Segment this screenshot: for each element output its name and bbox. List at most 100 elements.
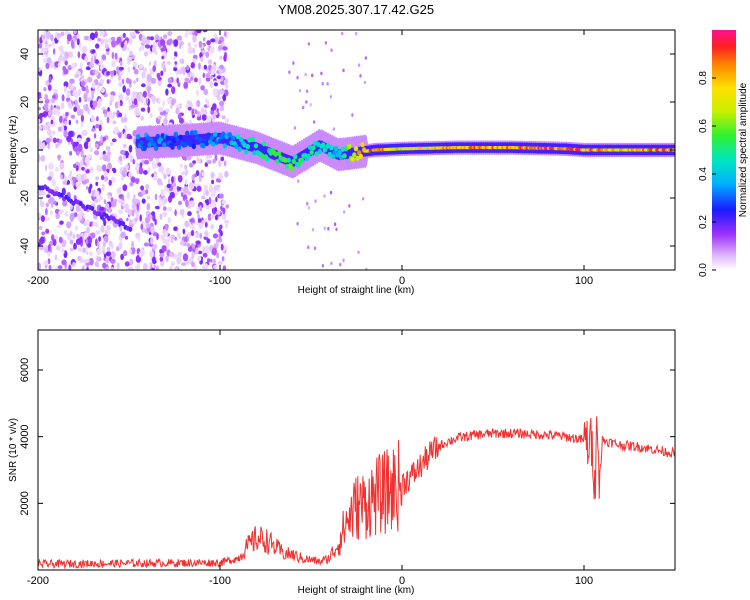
spectrogram-noise-cell <box>135 178 140 185</box>
spectrogram-noise-cell <box>40 215 46 223</box>
spectrogram-noise-cell <box>53 48 56 55</box>
spectrogram-noise-cell <box>45 228 50 234</box>
spectrogram-noise-cell <box>170 239 174 243</box>
spectrogram-noise-cell <box>116 262 120 270</box>
spectrogram-noise-cell <box>91 116 96 123</box>
spectrogram-noise-cell <box>49 210 53 216</box>
spectrogram-noise-cell <box>100 175 105 181</box>
spectrogram-noise-cell <box>83 35 90 41</box>
spectrogram-noise-cell <box>46 31 51 39</box>
spectrogram-noise-cell <box>221 115 226 120</box>
spectrogram-noise-cell <box>129 258 134 266</box>
spectrogram-noise-cell <box>134 217 138 222</box>
spectrogram-noise-cell <box>88 166 94 173</box>
spectrogram-noise-cell <box>69 103 73 110</box>
spectrogram-noise-cell <box>211 69 215 76</box>
spectrogram-noise-cell <box>185 30 189 36</box>
spectrogram-noise-cell <box>222 212 227 220</box>
spectrogram-noise-cell <box>213 264 218 270</box>
spectrogram-noise-cell <box>128 135 133 140</box>
spectrogram-ridge-cell <box>314 151 319 157</box>
spectrogram-noise-cell <box>195 249 199 254</box>
spectrogram-noise-cell <box>83 93 88 101</box>
spectrogram-noise-cell <box>44 94 48 101</box>
spectrogram-ridge-cell <box>201 143 206 149</box>
spectrogram-noise-cell <box>38 118 41 124</box>
spectrogram-noise-cell <box>218 193 224 199</box>
spectrogram-noise-cell <box>86 178 89 184</box>
spectrogram-noise-cell <box>144 189 149 195</box>
spectrogram-noise-cell <box>105 145 111 152</box>
spectrogram-noise-cell <box>100 38 104 45</box>
spectrogram-noise-cell <box>341 31 344 36</box>
spectrogram-noise-cell <box>161 170 165 176</box>
spectrogram-ridge-cell <box>317 148 323 154</box>
spectrogram-noise-cell <box>118 74 122 82</box>
spectrogram-noise-cell <box>363 80 367 85</box>
spectrogram-noise-cell <box>110 243 114 250</box>
spectrogram-noise-cell <box>162 211 168 218</box>
spectrogram-noise-cell <box>89 251 93 257</box>
spectrogram-noise-cell <box>96 85 100 92</box>
spectrogram-noise-cell <box>215 214 218 221</box>
spectrogram-noise-cell <box>203 89 209 95</box>
spectrogram-noise-cell <box>205 199 210 206</box>
spectrogram-noise-cell <box>208 196 212 204</box>
snr-frame <box>37 329 676 571</box>
spectrogram-noise-cell <box>218 45 223 51</box>
spectrogram-noise-cell <box>129 182 134 187</box>
spectrogram-noise-cell <box>104 176 109 182</box>
spectrogram-ridge-cell <box>244 149 249 155</box>
spectrogram-noise-cell <box>69 230 73 237</box>
spectrogram-noise-cell <box>111 60 116 68</box>
spectrogram-noise-cell <box>307 42 311 46</box>
spectrogram-noise-cell <box>306 89 309 94</box>
spectrogram-noise-cell <box>75 165 79 172</box>
spectrogram-noise-cell <box>179 208 185 216</box>
spectrogram-noise-cell <box>206 160 212 165</box>
spectrogram-noise-cell <box>204 263 208 270</box>
spectrogram-noise-cell <box>140 116 144 121</box>
spectrogram-noise-cell <box>49 197 55 204</box>
spectrogram-noise-cell <box>198 77 202 86</box>
spectrogram-noise-cell <box>212 258 216 264</box>
spectrogram-noise-cell <box>190 230 195 237</box>
spectrogram-noise-cell <box>67 83 72 89</box>
spectrogram-noise-cell <box>114 52 118 60</box>
spectrogram-noise-cell <box>61 94 65 102</box>
spectrogram-noise-cell <box>196 30 202 34</box>
spectrogram-noise-cell <box>320 71 323 76</box>
spectrogram-noise-cell <box>154 218 157 226</box>
spectrogram-noise-cell <box>201 195 206 200</box>
spectrogram-noise-cell <box>38 43 43 49</box>
spectrogram-noise-cell <box>152 45 157 54</box>
spectrogram-noise-cell <box>137 94 141 102</box>
spectrogram-noise-cell <box>342 258 345 263</box>
spectrogram-noise-cell <box>186 100 192 105</box>
spectrogram-ridge-cell <box>153 145 159 151</box>
spectrogram-noise-cell <box>63 229 68 236</box>
spectrogram-noise-cell <box>118 241 123 250</box>
spectrogram-ridge-cell <box>275 158 280 165</box>
spectrogram-noise-cell <box>165 108 170 113</box>
spectrogram-noise-cell <box>219 100 225 107</box>
spectrogram-noise-cell <box>216 96 221 101</box>
spectrogram-noise-cell <box>133 69 139 75</box>
spectrogram-noise-cell <box>54 167 59 172</box>
spectrogram-noise-cell <box>159 111 165 116</box>
spectrogram-ridge-cell <box>183 141 188 148</box>
spectrogram-noise-cell <box>84 55 89 63</box>
spectrogram-noise-cell <box>97 37 101 42</box>
spectrogram-noise-cell <box>133 137 136 145</box>
spectrogram-noise-cell <box>72 233 76 240</box>
spectrogram-noise-cell <box>176 256 182 265</box>
spectrogram-noise-cell <box>109 100 112 107</box>
spectrogram-noise-cell <box>307 245 310 250</box>
colorbar-tick-label: 0.4 <box>698 167 709 181</box>
spectrogram-ridge-cell <box>171 138 177 144</box>
spectrogram-noise-cell <box>139 214 142 222</box>
spectrogram-noise-cell <box>99 30 105 37</box>
spectrogram-noise-cell <box>160 70 164 76</box>
